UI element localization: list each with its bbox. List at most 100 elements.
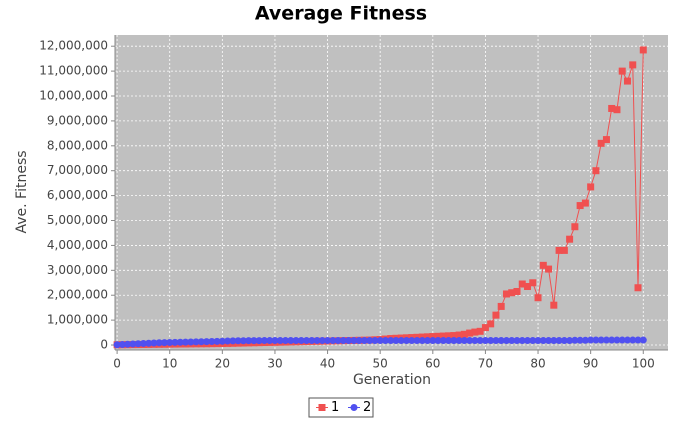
data-point xyxy=(555,246,563,254)
y-axis-label: Ave. Fitness xyxy=(14,150,30,233)
data-point xyxy=(455,337,463,345)
data-point xyxy=(381,337,389,345)
data-point xyxy=(297,337,305,345)
data-point xyxy=(255,337,263,345)
y-tick-label: 4,000,000 xyxy=(47,238,108,252)
data-point xyxy=(576,336,584,344)
data-point xyxy=(208,338,216,346)
data-point xyxy=(508,289,516,297)
data-point xyxy=(376,337,384,345)
data-point xyxy=(623,336,631,344)
data-point xyxy=(492,311,500,319)
data-point xyxy=(224,337,232,345)
data-point xyxy=(450,332,458,340)
legend-label: 1 xyxy=(331,400,339,415)
data-point xyxy=(450,337,458,345)
data-point xyxy=(408,337,416,345)
data-point xyxy=(629,61,637,69)
data-point xyxy=(455,331,463,339)
x-tick-label: 70 xyxy=(478,357,493,371)
data-point xyxy=(545,337,553,345)
data-point xyxy=(492,337,500,345)
data-point xyxy=(618,336,626,344)
x-tick-label: 0 xyxy=(113,357,121,371)
y-tick-label: 2,000,000 xyxy=(47,288,108,302)
data-point xyxy=(623,77,631,85)
y-tick-label: 0 xyxy=(100,338,108,352)
data-point xyxy=(402,337,410,345)
data-point xyxy=(613,336,621,344)
data-point xyxy=(476,327,484,335)
data-point xyxy=(608,336,616,344)
data-point xyxy=(560,337,568,345)
data-point xyxy=(513,337,521,345)
data-point xyxy=(339,337,347,345)
data-point xyxy=(460,337,468,345)
data-point xyxy=(239,337,247,345)
data-point xyxy=(387,337,395,345)
data-point xyxy=(576,202,584,210)
data-point xyxy=(539,261,547,269)
data-point xyxy=(176,338,184,346)
data-point xyxy=(518,337,526,345)
data-point xyxy=(502,290,510,298)
data-point xyxy=(313,337,321,345)
x-tick-label: 80 xyxy=(530,357,545,371)
data-point xyxy=(287,337,295,345)
data-point xyxy=(360,337,368,345)
data-point xyxy=(466,337,474,345)
data-point xyxy=(581,199,589,207)
data-point xyxy=(129,340,137,348)
x-tick-label: 100 xyxy=(632,357,655,371)
data-point xyxy=(502,337,510,345)
data-point xyxy=(303,337,311,345)
data-point xyxy=(429,333,437,341)
data-point xyxy=(466,329,474,337)
data-point xyxy=(397,337,405,345)
data-point xyxy=(187,338,195,346)
y-tick-label: 1,000,000 xyxy=(47,313,108,327)
data-point xyxy=(229,337,237,345)
data-point xyxy=(634,284,642,292)
y-tick-label: 12,000,000 xyxy=(39,39,108,53)
data-point xyxy=(608,104,616,112)
data-point xyxy=(371,337,379,345)
x-tick-label: 30 xyxy=(267,357,282,371)
data-point xyxy=(597,336,605,344)
data-point xyxy=(334,337,342,345)
data-point xyxy=(555,337,563,345)
legend xyxy=(308,397,374,418)
data-point xyxy=(534,294,542,302)
data-point xyxy=(139,340,147,348)
data-point xyxy=(497,337,505,345)
data-point xyxy=(613,106,621,114)
data-point xyxy=(471,337,479,345)
data-point xyxy=(639,46,647,54)
data-point xyxy=(192,338,200,346)
data-point xyxy=(587,336,595,344)
data-point xyxy=(529,279,537,287)
data-point xyxy=(413,337,421,345)
data-point xyxy=(218,337,226,345)
data-point xyxy=(481,337,489,345)
x-tick-label: 60 xyxy=(425,357,440,371)
x-tick-label: 90 xyxy=(583,357,598,371)
data-point xyxy=(587,183,595,191)
chart-title: Average Fitness xyxy=(255,3,427,25)
data-point xyxy=(308,337,316,345)
data-point xyxy=(602,136,610,144)
data-point xyxy=(560,246,568,254)
data-point xyxy=(203,338,211,346)
data-point xyxy=(508,337,516,345)
data-point xyxy=(234,337,242,345)
x-tick-label: 40 xyxy=(320,357,335,371)
data-point xyxy=(292,337,300,345)
data-point xyxy=(166,339,174,347)
data-point xyxy=(539,337,547,345)
data-point xyxy=(513,287,521,295)
data-point xyxy=(276,337,284,345)
data-point xyxy=(529,337,537,345)
data-point xyxy=(424,337,432,345)
data-point xyxy=(118,341,126,349)
